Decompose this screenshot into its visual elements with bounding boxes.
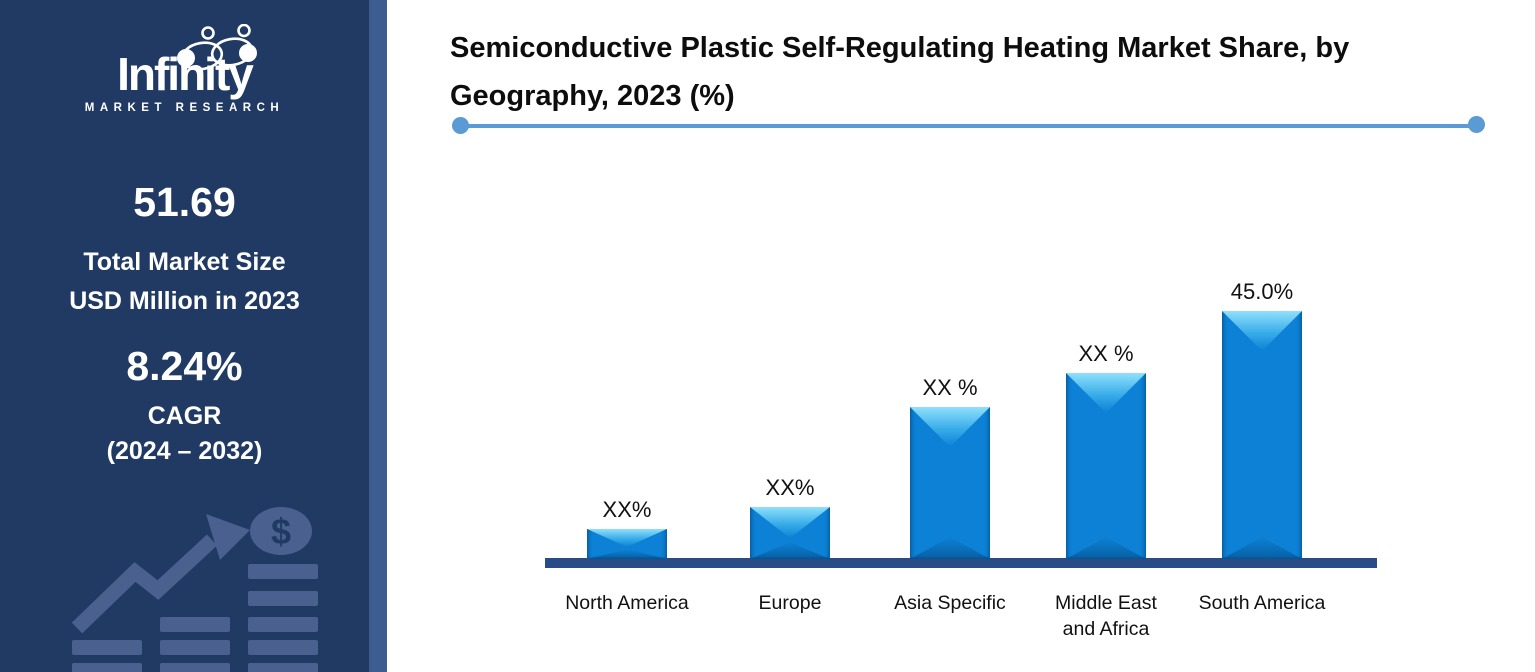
bar-asia-specific <box>910 407 990 559</box>
svg-text:$: $ <box>271 511 291 552</box>
logo-subtitle: MARKET RESEARCH <box>84 102 285 114</box>
bar-value-label-south-america: 45.0% <box>1230 279 1294 304</box>
infinity-people-icon <box>177 24 257 71</box>
category-label-asia-specific: Asia Specific <box>894 592 1006 614</box>
sidebar: Infinity MARKET RESEARCH 51.69 Total Mar… <box>0 0 387 672</box>
chart-title-line2: Geography, 2023 (%) <box>450 80 735 112</box>
bar-value-label-europe: XX% <box>765 475 815 500</box>
category-label-south-america: South America <box>1198 592 1326 614</box>
cagr-value: 8.24% <box>126 343 243 389</box>
bar-value-label-middle-east-and-africa: XX % <box>1078 341 1134 366</box>
category-label-middle-east-and-africa: Middle East and Africa <box>1055 592 1157 640</box>
total-market-size-value: 51.69 <box>133 179 236 225</box>
bar-north-america <box>587 529 667 559</box>
underline-endpoint-dot-left <box>452 117 469 134</box>
bar-middle-east-and-africa <box>1066 373 1146 559</box>
bar-europe <box>750 507 830 559</box>
growth-arrow-coin-stacks-icon: $ <box>71 507 318 672</box>
cagr-label: CAGR <box>147 402 222 430</box>
bar-value-label-asia-specific: XX % <box>922 375 978 400</box>
bar-value-label-north-america: XX% <box>602 497 652 522</box>
x-axis-line <box>545 558 1377 568</box>
cagr-period: (2024 – 2032) <box>106 437 263 465</box>
bar-south-america <box>1222 311 1302 559</box>
logo-wordmark: Infinity <box>117 48 254 100</box>
total-market-size-label-line1: Total Market Size <box>83 248 286 276</box>
category-label-europe: Europe <box>758 592 822 614</box>
underline-endpoint-dot-right <box>1468 116 1485 133</box>
company-logo: Infinity MARKET RESEARCH <box>0 22 369 114</box>
title-underline <box>458 124 1474 128</box>
total-market-size-label-line2: USD Million in 2023 <box>69 287 300 315</box>
chart-title-line1: Semiconductive Plastic Self-Regulating H… <box>450 32 1350 64</box>
category-label-north-america: North America <box>565 592 689 614</box>
